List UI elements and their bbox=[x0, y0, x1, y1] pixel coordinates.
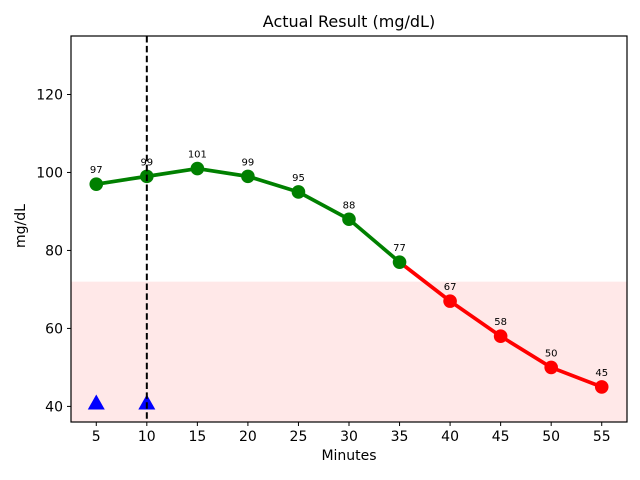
y-tick-label: 60 bbox=[45, 321, 63, 337]
data-point-label: 77 bbox=[393, 243, 406, 254]
data-point-label: 50 bbox=[545, 348, 558, 359]
x-tick-label: 25 bbox=[290, 429, 308, 445]
x-tick-label: 40 bbox=[441, 429, 459, 445]
x-tick-label: 5 bbox=[92, 429, 101, 445]
x-tick-label: 35 bbox=[391, 429, 409, 445]
data-point-label: 97 bbox=[90, 165, 103, 176]
data-point-label: 88 bbox=[343, 200, 356, 211]
data-point-marker bbox=[544, 360, 558, 375]
series-segment bbox=[549, 365, 604, 389]
y-tick-label: 40 bbox=[45, 399, 63, 415]
data-point-label: 101 bbox=[188, 150, 207, 161]
series-segment bbox=[448, 299, 503, 339]
data-point-marker bbox=[241, 169, 255, 184]
data-point-label: 99 bbox=[140, 157, 153, 168]
series-segment bbox=[195, 166, 250, 179]
data-point-marker bbox=[443, 294, 457, 308]
data-point-label: 45 bbox=[595, 368, 608, 379]
data-point-label: 67 bbox=[444, 282, 457, 293]
chart-title: Actual Result (mg/dL) bbox=[262, 12, 436, 31]
series-segment bbox=[144, 166, 200, 179]
event-triangle-marker bbox=[138, 394, 156, 410]
x-tick-label: 55 bbox=[593, 429, 611, 445]
data-point-marker bbox=[89, 177, 104, 191]
data-point-marker bbox=[342, 212, 356, 227]
x-tick-label: 50 bbox=[542, 429, 560, 445]
data-point-marker bbox=[190, 161, 205, 176]
data-point-label: 58 bbox=[494, 317, 507, 328]
x-tick-label: 30 bbox=[340, 429, 358, 445]
low-range-band bbox=[71, 281, 627, 422]
y-tick-label: 80 bbox=[45, 243, 63, 259]
data-point-marker bbox=[291, 185, 306, 199]
series-segment bbox=[347, 217, 402, 264]
x-tick-label: 20 bbox=[239, 429, 257, 445]
x-axis-label: Minutes bbox=[321, 448, 377, 464]
series-segment bbox=[498, 334, 554, 370]
data-point-marker bbox=[392, 255, 407, 269]
x-tick-label: 45 bbox=[492, 429, 510, 445]
data-point-marker bbox=[493, 329, 508, 344]
event-triangle-marker bbox=[87, 394, 105, 410]
x-tick-label: 10 bbox=[138, 429, 156, 445]
y-tick-label: 100 bbox=[36, 165, 63, 181]
y-tick-label: 120 bbox=[36, 87, 63, 103]
series-segment bbox=[296, 190, 351, 222]
series-segment bbox=[94, 174, 149, 187]
series-segment bbox=[246, 174, 301, 194]
data-point-marker bbox=[594, 380, 609, 394]
x-tick-label: 15 bbox=[188, 429, 206, 445]
data-point-label: 99 bbox=[242, 157, 255, 168]
series-segment bbox=[397, 260, 452, 303]
data-point-label: 95 bbox=[292, 173, 305, 184]
